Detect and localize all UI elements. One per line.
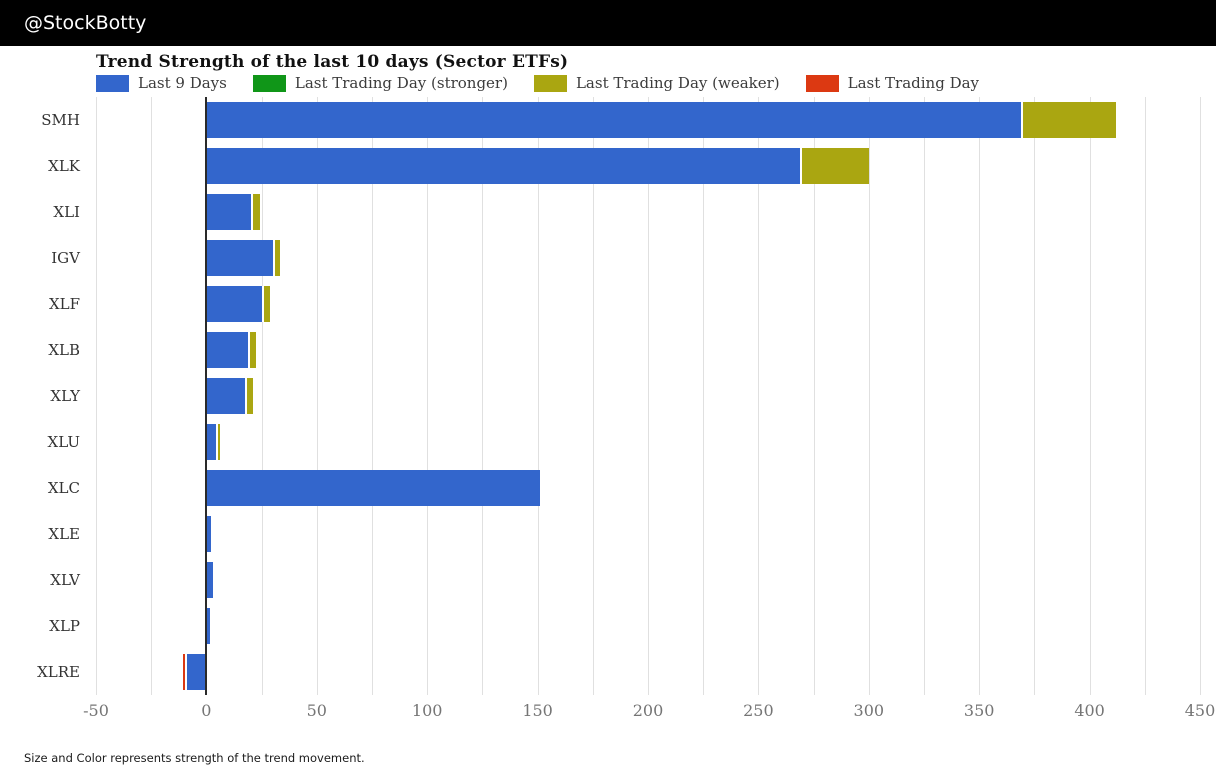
account-handle: @StockBotty <box>24 12 147 34</box>
row-label-XLF: XLF <box>48 295 80 313</box>
row-label-XLI: XLI <box>53 203 80 221</box>
gridline <box>1200 97 1201 695</box>
x-tick-label-300: 300 <box>853 701 885 720</box>
legend-item-last9: Last 9 Days <box>96 74 227 92</box>
gridline <box>427 97 429 695</box>
x-tick-label-450: 450 <box>1184 701 1216 720</box>
zero-axis-line <box>205 97 208 695</box>
gridline <box>1089 97 1091 695</box>
gridline <box>151 97 153 695</box>
legend-swatch-weaker <box>533 74 567 92</box>
legend-label: Last Trading Day (weaker) <box>575 74 780 92</box>
bar-XLP-last9days <box>206 608 210 644</box>
bar-SMH-last9days <box>206 102 1022 138</box>
bar-XLB-lastday-weaker <box>248 332 257 368</box>
x-tick-label-350: 350 <box>963 701 995 720</box>
legend-label: Last Trading Day (stronger) <box>294 74 508 92</box>
bar-XLU-lastday-weaker <box>216 424 220 460</box>
bar-IGV-lastday-weaker <box>272 240 281 276</box>
legend-label: Last 9 Days <box>138 74 227 92</box>
gridline <box>592 97 594 695</box>
row-label-IGV: IGV <box>51 249 80 267</box>
row-label-XLB: XLB <box>48 341 80 359</box>
x-axis-labels: -50 0 50 100 150 200 250 300 350 400 450 <box>83 701 1215 727</box>
x-tick-label-50: 50 <box>306 701 327 720</box>
x-tick-label-150: 150 <box>522 701 553 720</box>
bar-IGV-last9days <box>206 240 273 276</box>
gridline <box>868 97 870 695</box>
row-label-XLK: XLK <box>48 157 80 175</box>
bar-XLF-last9days <box>206 286 262 322</box>
legend-swatch-stronger <box>252 74 286 92</box>
legend-item-last: Last Trading Day <box>805 74 980 92</box>
y-axis-labels: SMH XLK XLI IGV XLF XLB XLY XLU XLC XLE XLV XLP XLRE <box>0 97 80 695</box>
bar-SMH-lastday-weaker <box>1021 102 1117 138</box>
legend-label: Last Trading Day <box>847 74 980 92</box>
bar-XLF-lastday-weaker <box>261 286 271 322</box>
x-tick-label--50: -50 <box>83 701 109 720</box>
gridline <box>648 97 649 695</box>
legend: Last 9 Days Last Trading Day (stronger) La… <box>96 74 979 92</box>
chart-title: Trend Strength of the last 10 days (Sect… <box>96 52 569 72</box>
bar-XLI-lastday-weaker <box>250 194 261 230</box>
gridline <box>758 97 760 695</box>
bar-XLY-last9days <box>206 378 246 414</box>
legend-swatch-last9 <box>96 74 129 92</box>
gridline <box>537 97 539 695</box>
row-label-XLU: XLU <box>47 433 80 451</box>
gridline <box>924 97 925 695</box>
gridline <box>316 97 318 695</box>
gridline <box>979 97 981 695</box>
bar-XLV-last9days <box>206 562 213 598</box>
gridline <box>482 97 484 695</box>
x-tick-label-400: 400 <box>1074 701 1105 720</box>
bar-XLRE-last9days <box>186 654 207 690</box>
bar-XLRE-lastday-last <box>182 654 187 690</box>
gridline <box>1144 97 1146 695</box>
gridline <box>703 97 705 695</box>
app-header: @StockBotty <box>0 0 1216 46</box>
gridline <box>96 97 97 695</box>
gridline <box>261 97 263 695</box>
row-label-XLC: XLC <box>47 479 80 497</box>
footnote: Size and Color represents strength of th… <box>24 751 365 765</box>
gridline <box>372 97 373 695</box>
plot-area <box>96 97 1201 695</box>
bar-XLC-last9days <box>206 470 540 506</box>
bar-XLK-lastday-weaker <box>800 148 869 184</box>
bar-XLB-last9days <box>206 332 249 368</box>
row-label-SMH: SMH <box>41 111 80 129</box>
bar-XLU-last9days <box>206 424 217 460</box>
gridline <box>813 97 815 695</box>
legend-item-stronger: Last Trading Day (stronger) <box>252 74 508 92</box>
gridline <box>1034 97 1036 695</box>
row-label-XLE: XLE <box>48 525 80 543</box>
bar-XLI-last9days <box>206 194 251 230</box>
x-tick-label-100: 100 <box>411 701 443 720</box>
bar-XLK-last9days <box>206 148 801 184</box>
row-label-XLV: XLV <box>50 571 80 589</box>
x-tick-label-0: 0 <box>201 701 212 720</box>
legend-swatch-last <box>805 74 839 92</box>
bar-XLY-lastday-weaker <box>245 378 253 414</box>
row-label-XLP: XLP <box>49 617 80 635</box>
x-tick-label-250: 250 <box>743 701 774 720</box>
row-label-XLY: XLY <box>50 387 80 405</box>
legend-item-weaker: Last Trading Day (weaker) <box>533 74 780 92</box>
x-tick-label-200: 200 <box>632 701 664 720</box>
row-label-XLRE: XLRE <box>37 663 80 681</box>
bar-XLE-last9days <box>206 516 211 552</box>
